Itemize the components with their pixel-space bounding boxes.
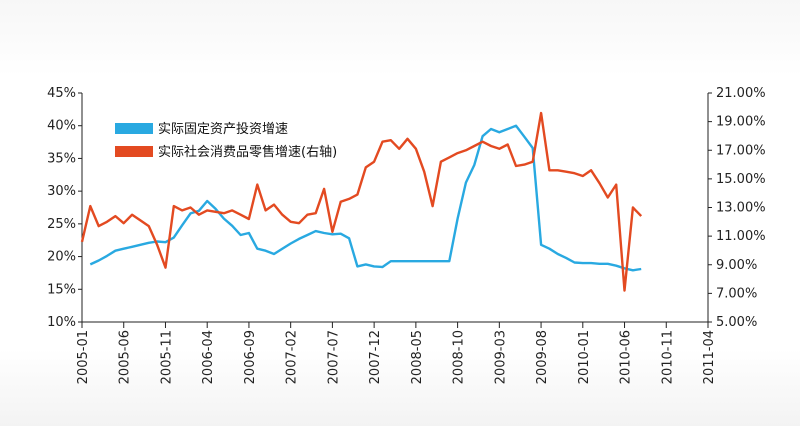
x-tick-label: 2005-11 (159, 330, 174, 384)
x-tick-label: 2009-03 (493, 330, 508, 384)
x-tick-label: 2005-01 (76, 330, 91, 384)
x-tick-label: 2007-12 (368, 330, 383, 384)
right-tick-label: 11.00% (716, 229, 766, 244)
x-axis-ticks: 2005-01 2005-06 2005-11 2006-04 2006-09 2007-… (76, 322, 717, 384)
legend-swatch-fixed-investment (115, 123, 153, 134)
x-tick-label: 2009-08 (535, 330, 550, 384)
left-tick-label: 35% (47, 151, 76, 166)
right-tick-label: 15.00% (716, 172, 766, 187)
left-tick-label: 30% (47, 184, 76, 199)
x-tick-label: 2010-01 (577, 330, 592, 384)
series-line-retail-sales (80, 111, 643, 292)
right-axis-ticks: 5.00% 7.00% 9.00% 11.00% 13.00% 15.00% 17.00% 1… (708, 86, 766, 330)
left-axis-ticks: 10% 15% 20% 25% 30% 35% 40% 45% (47, 86, 82, 330)
x-tick-label: 2005-06 (118, 330, 133, 384)
x-tick-label: 2006-09 (243, 330, 258, 384)
legend-label-fixed-investment: 实际固定资产投资增速 (158, 121, 288, 137)
legend-swatch-retail-sales (115, 146, 153, 157)
x-tick-label: 2008-05 (410, 330, 425, 384)
x-tick-label: 2007-07 (326, 330, 341, 384)
left-tick-label: 20% (47, 250, 76, 265)
right-tick-label: 17.00% (716, 143, 766, 158)
left-tick-label: 25% (47, 217, 76, 232)
legend: 实际固定资产投资增速 实际社会消费品零售增速(右轴) (115, 121, 337, 160)
right-tick-label: 21.00% (716, 86, 766, 101)
left-tick-label: 15% (47, 282, 76, 297)
left-tick-label: 10% (47, 315, 76, 330)
legend-item-retail-sales: 实际社会消费品零售增速(右轴) (115, 144, 337, 160)
series-line-fixed-investment (89, 124, 642, 272)
right-tick-label: 9.00% (716, 258, 757, 273)
series-layer (80, 111, 643, 292)
right-tick-label: 7.00% (716, 286, 757, 301)
legend-item-fixed-investment: 实际固定资产投资增速 (115, 121, 288, 137)
left-tick-label: 40% (47, 119, 76, 134)
legend-label-retail-sales: 实际社会消费品零售增速(右轴) (158, 144, 337, 160)
left-tick-label: 45% (47, 86, 76, 101)
x-tick-label: 2006-04 (201, 330, 216, 384)
x-tick-label: 2008-10 (452, 330, 467, 384)
right-tick-label: 5.00% (716, 315, 757, 330)
right-tick-label: 19.00% (716, 115, 766, 130)
right-tick-label: 13.00% (716, 201, 766, 216)
x-tick-label: 2010-06 (619, 330, 634, 384)
x-tick-label: 2007-02 (285, 330, 300, 384)
x-tick-label: 2010-11 (660, 330, 675, 384)
x-tick-label: 2011-04 (702, 330, 717, 384)
